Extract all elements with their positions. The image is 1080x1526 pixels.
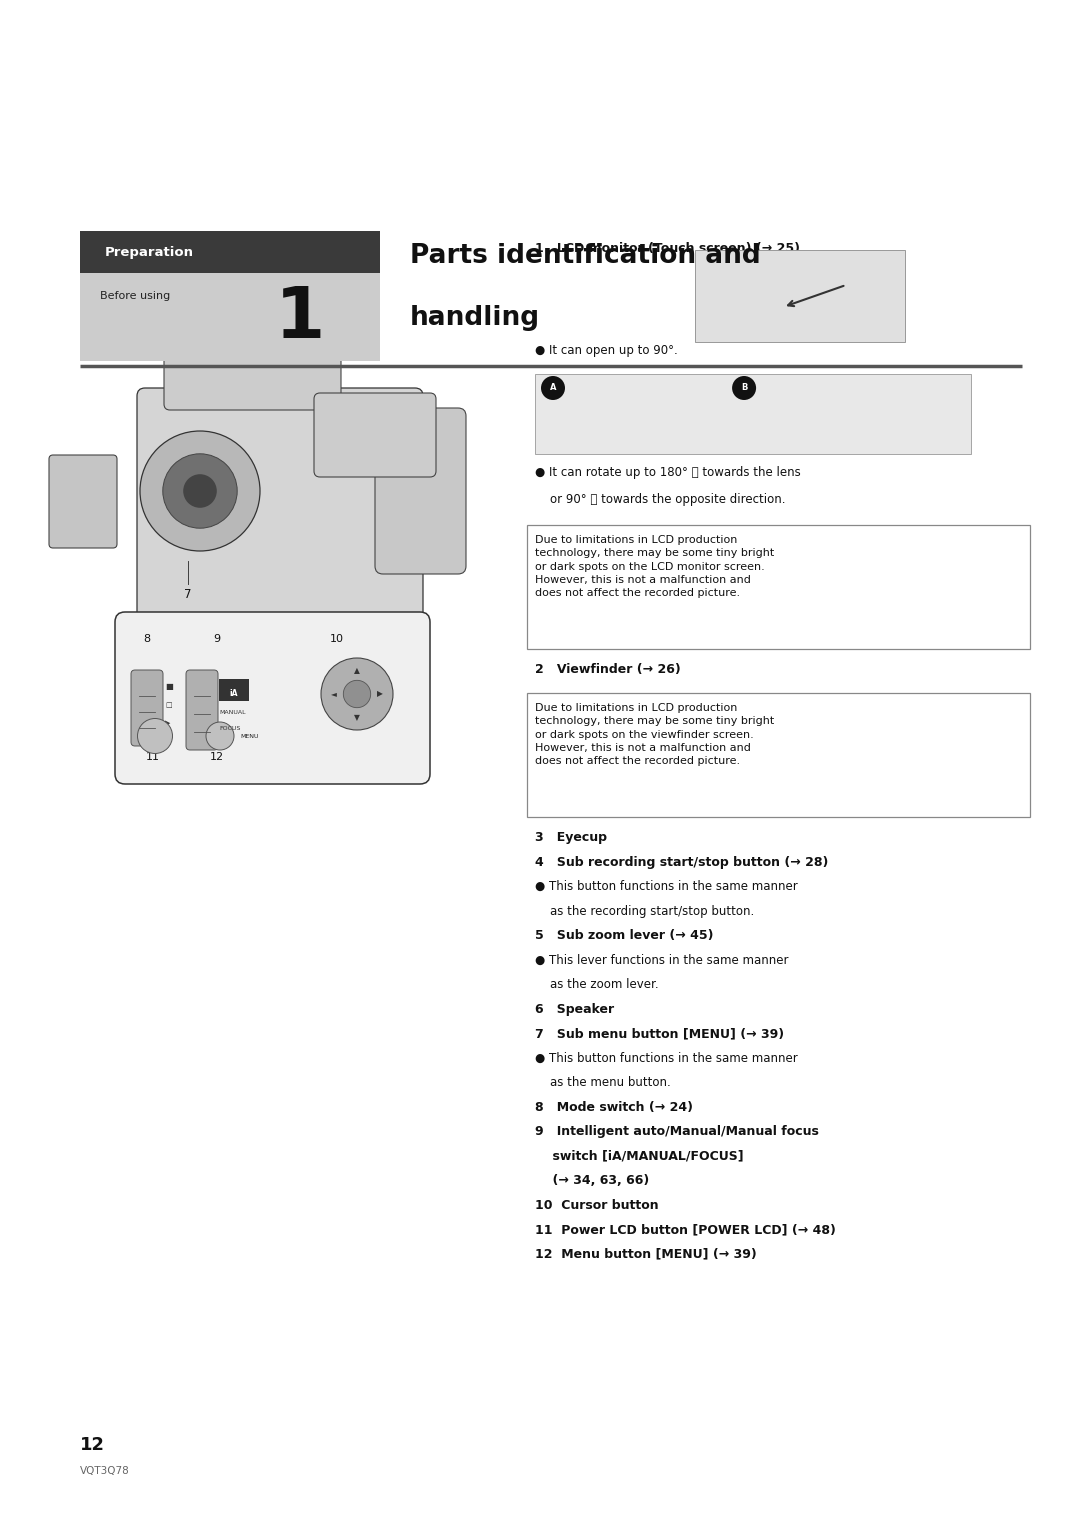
Text: 6   Speaker: 6 Speaker bbox=[535, 1003, 615, 1015]
Text: B: B bbox=[741, 383, 747, 392]
Text: 10  Cursor button: 10 Cursor button bbox=[535, 1198, 659, 1212]
Text: 11  Power LCD button [POWER LCD] (→ 48): 11 Power LCD button [POWER LCD] (→ 48) bbox=[535, 1222, 836, 1236]
Text: ● It can rotate up to 180° Ⓐ towards the lens: ● It can rotate up to 180° Ⓐ towards the… bbox=[535, 465, 800, 479]
Text: or 90° Ⓑ towards the opposite direction.: or 90° Ⓑ towards the opposite direction. bbox=[550, 493, 785, 507]
Text: VQT3Q78: VQT3Q78 bbox=[80, 1466, 130, 1476]
Text: 7: 7 bbox=[185, 588, 192, 601]
Circle shape bbox=[140, 430, 260, 551]
Text: ■: ■ bbox=[165, 682, 173, 691]
Text: ● This lever functions in the same manner: ● This lever functions in the same manne… bbox=[535, 954, 788, 966]
Text: ▼: ▼ bbox=[354, 713, 360, 722]
Text: Due to limitations in LCD production
technology, there may be some tiny bright
o: Due to limitations in LCD production tec… bbox=[535, 536, 774, 598]
FancyBboxPatch shape bbox=[49, 455, 117, 548]
Text: switch [iA/MANUAL/FOCUS]: switch [iA/MANUAL/FOCUS] bbox=[535, 1149, 744, 1163]
FancyBboxPatch shape bbox=[375, 407, 465, 574]
Text: ● It can open up to 90°.: ● It can open up to 90°. bbox=[535, 343, 678, 357]
Text: 7   Sub menu button [MENU] (→ 39): 7 Sub menu button [MENU] (→ 39) bbox=[535, 1027, 784, 1041]
FancyBboxPatch shape bbox=[164, 346, 341, 410]
Bar bbox=[527, 693, 1030, 816]
Text: 2: 2 bbox=[185, 313, 192, 327]
Text: 8: 8 bbox=[144, 633, 150, 644]
Text: 12  Menu button [MENU] (→ 39): 12 Menu button [MENU] (→ 39) bbox=[535, 1247, 757, 1260]
Text: MANUAL: MANUAL bbox=[219, 711, 245, 716]
Text: ◄: ◄ bbox=[330, 690, 337, 699]
Bar bbox=[219, 679, 249, 702]
Text: 12: 12 bbox=[80, 1436, 105, 1454]
Bar bbox=[696, 250, 905, 342]
Text: 1: 1 bbox=[146, 313, 153, 327]
FancyBboxPatch shape bbox=[137, 388, 423, 624]
Text: 11: 11 bbox=[146, 752, 160, 761]
Text: LCD: LCD bbox=[150, 740, 160, 745]
Text: MENU: MENU bbox=[240, 734, 258, 739]
Text: ▶: ▶ bbox=[378, 690, 383, 699]
FancyBboxPatch shape bbox=[314, 394, 436, 478]
Text: handling: handling bbox=[410, 305, 540, 331]
Text: 6: 6 bbox=[334, 313, 341, 327]
Text: (→ 34, 63, 66): (→ 34, 63, 66) bbox=[535, 1173, 649, 1187]
Text: iA: iA bbox=[230, 688, 239, 697]
Text: □: □ bbox=[165, 702, 172, 708]
Text: as the zoom lever.: as the zoom lever. bbox=[535, 978, 659, 990]
Text: 4: 4 bbox=[265, 313, 272, 327]
Text: 5   Sub zoom lever (→ 45): 5 Sub zoom lever (→ 45) bbox=[535, 929, 714, 942]
Text: 1   LCD monitor (Touch screen) (→ 25): 1 LCD monitor (Touch screen) (→ 25) bbox=[535, 243, 800, 255]
Text: ▶: ▶ bbox=[165, 720, 171, 726]
Text: Before using: Before using bbox=[100, 291, 171, 301]
Text: as the menu button.: as the menu button. bbox=[535, 1076, 671, 1090]
Circle shape bbox=[184, 475, 217, 508]
FancyBboxPatch shape bbox=[186, 670, 218, 749]
Text: as the recording start/stop button.: as the recording start/stop button. bbox=[535, 905, 754, 917]
Text: 2   Viewfinder (→ 26): 2 Viewfinder (→ 26) bbox=[535, 662, 680, 676]
Bar bbox=[527, 525, 1030, 649]
Circle shape bbox=[321, 658, 393, 729]
Circle shape bbox=[163, 453, 238, 528]
Text: Due to limitations in LCD production
technology, there may be some tiny bright
o: Due to limitations in LCD production tec… bbox=[535, 703, 774, 766]
FancyBboxPatch shape bbox=[114, 612, 430, 784]
Text: 5: 5 bbox=[295, 313, 301, 327]
Text: 10: 10 bbox=[330, 633, 345, 644]
Text: 4   Sub recording start/stop button (→ 28): 4 Sub recording start/stop button (→ 28) bbox=[535, 856, 828, 868]
Text: 3   Eyecup: 3 Eyecup bbox=[535, 832, 607, 844]
FancyBboxPatch shape bbox=[131, 670, 163, 746]
Text: 1: 1 bbox=[274, 284, 325, 353]
Text: 3: 3 bbox=[227, 313, 233, 327]
Text: 8   Mode switch (→ 24): 8 Mode switch (→ 24) bbox=[535, 1100, 693, 1114]
Text: 12: 12 bbox=[210, 752, 224, 761]
Text: Parts identification and: Parts identification and bbox=[410, 243, 760, 269]
Text: ● This button functions in the same manner: ● This button functions in the same mann… bbox=[535, 881, 798, 893]
Text: POWER: POWER bbox=[146, 729, 164, 734]
Circle shape bbox=[732, 375, 756, 400]
Text: FOCUS: FOCUS bbox=[219, 725, 241, 731]
Text: A: A bbox=[550, 383, 556, 392]
Text: 9: 9 bbox=[214, 633, 220, 644]
Bar bbox=[535, 374, 971, 455]
Circle shape bbox=[343, 681, 370, 708]
Text: ● This button functions in the same manner: ● This button functions in the same mann… bbox=[535, 1051, 798, 1065]
Bar bbox=[80, 230, 380, 273]
Circle shape bbox=[206, 722, 234, 749]
Text: ▲: ▲ bbox=[354, 667, 360, 674]
Text: Preparation: Preparation bbox=[105, 246, 194, 258]
Circle shape bbox=[541, 375, 565, 400]
Text: 9   Intelligent auto/Manual/Manual focus: 9 Intelligent auto/Manual/Manual focus bbox=[535, 1125, 819, 1138]
Bar bbox=[80, 273, 380, 362]
Circle shape bbox=[137, 719, 173, 754]
